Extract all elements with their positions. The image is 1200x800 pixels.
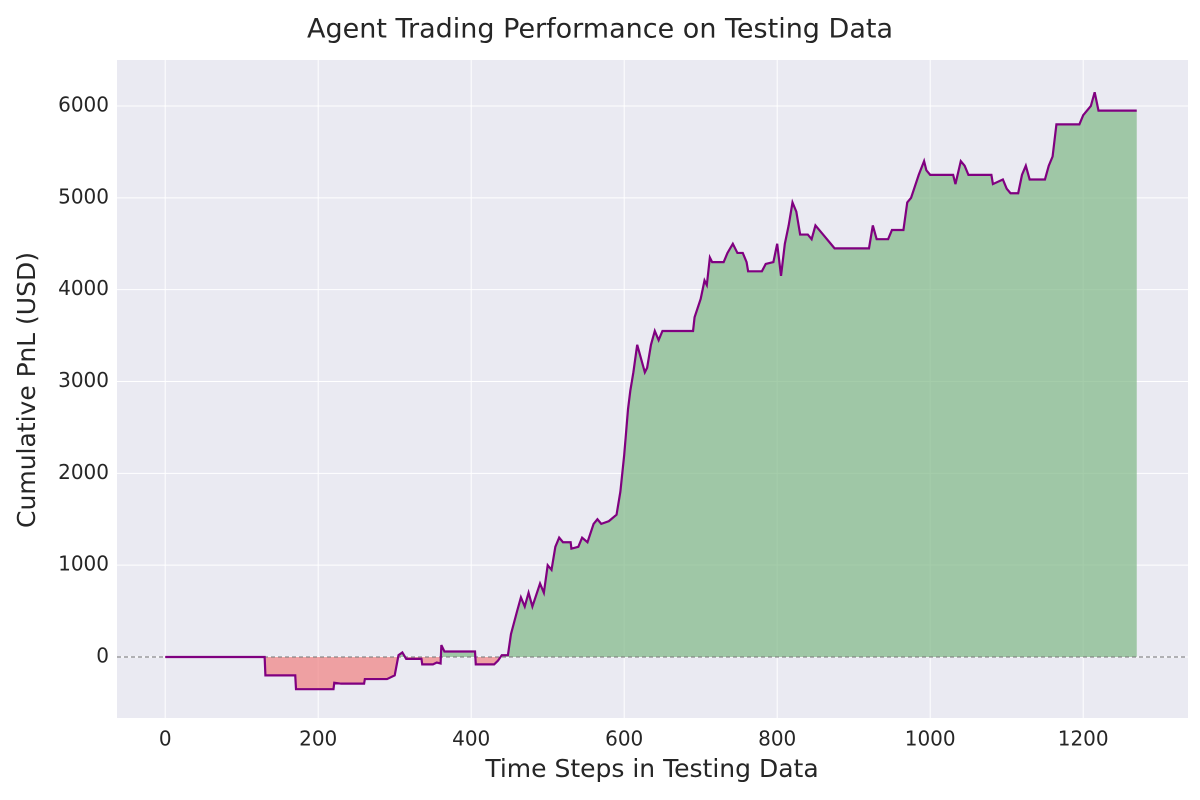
y-tick-label: 6000 [58, 93, 109, 117]
x-tick-label: 600 [605, 727, 643, 751]
x-tick-label: 200 [299, 727, 337, 751]
positive-area [165, 92, 1137, 658]
pnl-line [165, 91, 1137, 691]
y-tick-label: 2000 [58, 460, 109, 484]
x-tick-label: 1200 [1058, 727, 1109, 751]
y-tick-label: 5000 [58, 184, 109, 208]
y-tick-label: 3000 [58, 368, 109, 392]
y-axis-label: Cumulative PnL (USD) [12, 252, 41, 528]
chart-title: Agent Trading Performance on Testing Dat… [307, 14, 893, 45]
negative-area [264, 657, 501, 690]
x-tick-label: 400 [452, 727, 490, 751]
x-tick-label: 800 [758, 727, 796, 751]
y-tick-label: 1000 [58, 552, 109, 576]
x-axis-label: Time Steps in Testing Data [484, 754, 818, 783]
y-tick-label: 4000 [58, 276, 109, 300]
x-tick-label: 1000 [905, 727, 956, 751]
x-tick-label: 0 [159, 727, 172, 751]
y-tick-label: 0 [96, 644, 109, 668]
